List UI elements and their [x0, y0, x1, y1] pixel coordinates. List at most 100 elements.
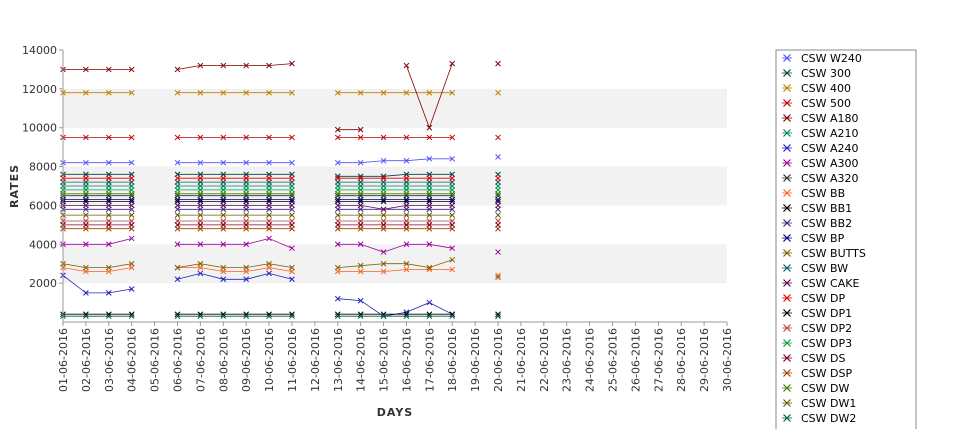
data-point [174, 190, 181, 197]
x-tick-label: 25-06-2016 [607, 328, 620, 392]
series-csw-ds [60, 222, 501, 228]
data-point [197, 175, 204, 182]
data-point [426, 212, 433, 218]
legend-label: CSW 400 [801, 82, 851, 95]
data-point [128, 225, 135, 232]
data-point [83, 264, 89, 271]
data-point [357, 134, 364, 141]
legend-label: CSW A320 [801, 172, 859, 185]
data-point [380, 190, 387, 197]
data-point [449, 256, 456, 263]
x-tick-label: 03-06-2016 [103, 328, 116, 392]
legend-label: CSW BB1 [801, 202, 852, 215]
legend-entry: CSW 500 [782, 97, 851, 110]
data-point [449, 202, 456, 209]
data-point [243, 212, 250, 218]
data-point [426, 313, 433, 320]
data-point [357, 311, 364, 318]
data-point [380, 260, 387, 267]
data-point [403, 212, 410, 218]
data-point [243, 241, 250, 248]
x-tick-label: 21-06-2016 [515, 328, 528, 392]
data-point [128, 311, 135, 318]
legend-entry: CSW BB [782, 187, 845, 200]
data-point [426, 241, 433, 248]
series-csw-dsp [60, 225, 501, 232]
data-point [495, 313, 501, 320]
data-point [426, 311, 433, 318]
grid-band [63, 88, 727, 128]
data-point [105, 159, 112, 166]
data-point [105, 264, 112, 271]
data-point [449, 313, 456, 320]
legend-entry: CSW DP3 [782, 337, 852, 350]
data-point [289, 212, 295, 218]
data-point [243, 190, 250, 197]
data-point [174, 225, 181, 232]
data-point [449, 311, 456, 318]
data-point [449, 225, 456, 232]
data-point [495, 212, 501, 218]
series-csw-a300 [60, 235, 501, 255]
data-point [83, 190, 89, 197]
series-csw-dp2 [60, 218, 501, 224]
data-point [105, 225, 112, 232]
data-point [426, 124, 433, 131]
data-point [105, 190, 112, 197]
data-point [426, 155, 433, 162]
data-point [380, 311, 387, 318]
y-tick-label: 6000 [29, 199, 57, 212]
series-csw-400 [60, 89, 501, 96]
data-point [197, 190, 204, 197]
data-point [495, 196, 501, 203]
data-point [426, 89, 433, 96]
x-tick-label: 05-06-2016 [149, 328, 162, 392]
x-axis-title: DAYS [377, 406, 413, 419]
data-point [220, 225, 227, 232]
series-line [63, 205, 498, 209]
legend-label: CSW DW2 [801, 412, 856, 425]
data-point [83, 89, 89, 96]
data-point [357, 297, 364, 304]
data-point [449, 190, 456, 197]
x-tick-label: 13-06-2016 [332, 328, 345, 392]
y-tick-label: 8000 [29, 161, 57, 174]
data-point [174, 66, 181, 73]
data-point [220, 89, 227, 96]
data-point [403, 313, 410, 320]
data-point [83, 313, 89, 320]
data-point [334, 241, 341, 248]
series-csw-butts [60, 256, 501, 281]
grid-band [63, 244, 727, 284]
data-point [426, 264, 433, 271]
data-point [289, 264, 295, 271]
data-point [357, 175, 364, 182]
data-point [495, 311, 501, 318]
data-point [449, 134, 456, 141]
data-point [426, 175, 433, 182]
data-point [357, 241, 364, 248]
x-tick-label: 08-06-2016 [217, 328, 230, 392]
data-point [220, 276, 227, 283]
data-point [426, 190, 433, 197]
legend-entry: CSW BUTTS [782, 247, 866, 260]
legend-label: CSW DP2 [801, 322, 852, 335]
legend-label: CSW DP1 [801, 307, 852, 320]
data-point [105, 290, 112, 296]
x-tick-label: 30-06-2016 [721, 328, 734, 392]
legend-entry: CSW A320 [782, 172, 859, 185]
data-point [334, 196, 341, 203]
y-tick-label: 14000 [22, 44, 57, 57]
legend-label: CSW A300 [801, 157, 859, 170]
data-point [243, 264, 250, 271]
data-point [105, 202, 112, 209]
data-point [220, 196, 227, 203]
data-point [266, 235, 272, 242]
data-point [403, 202, 410, 209]
legend-label: CSW DW1 [801, 397, 856, 410]
data-point [380, 313, 387, 320]
data-point [357, 202, 364, 209]
data-point [289, 202, 295, 209]
data-point [83, 202, 89, 209]
legend-entry: CSW A180 [782, 112, 859, 125]
